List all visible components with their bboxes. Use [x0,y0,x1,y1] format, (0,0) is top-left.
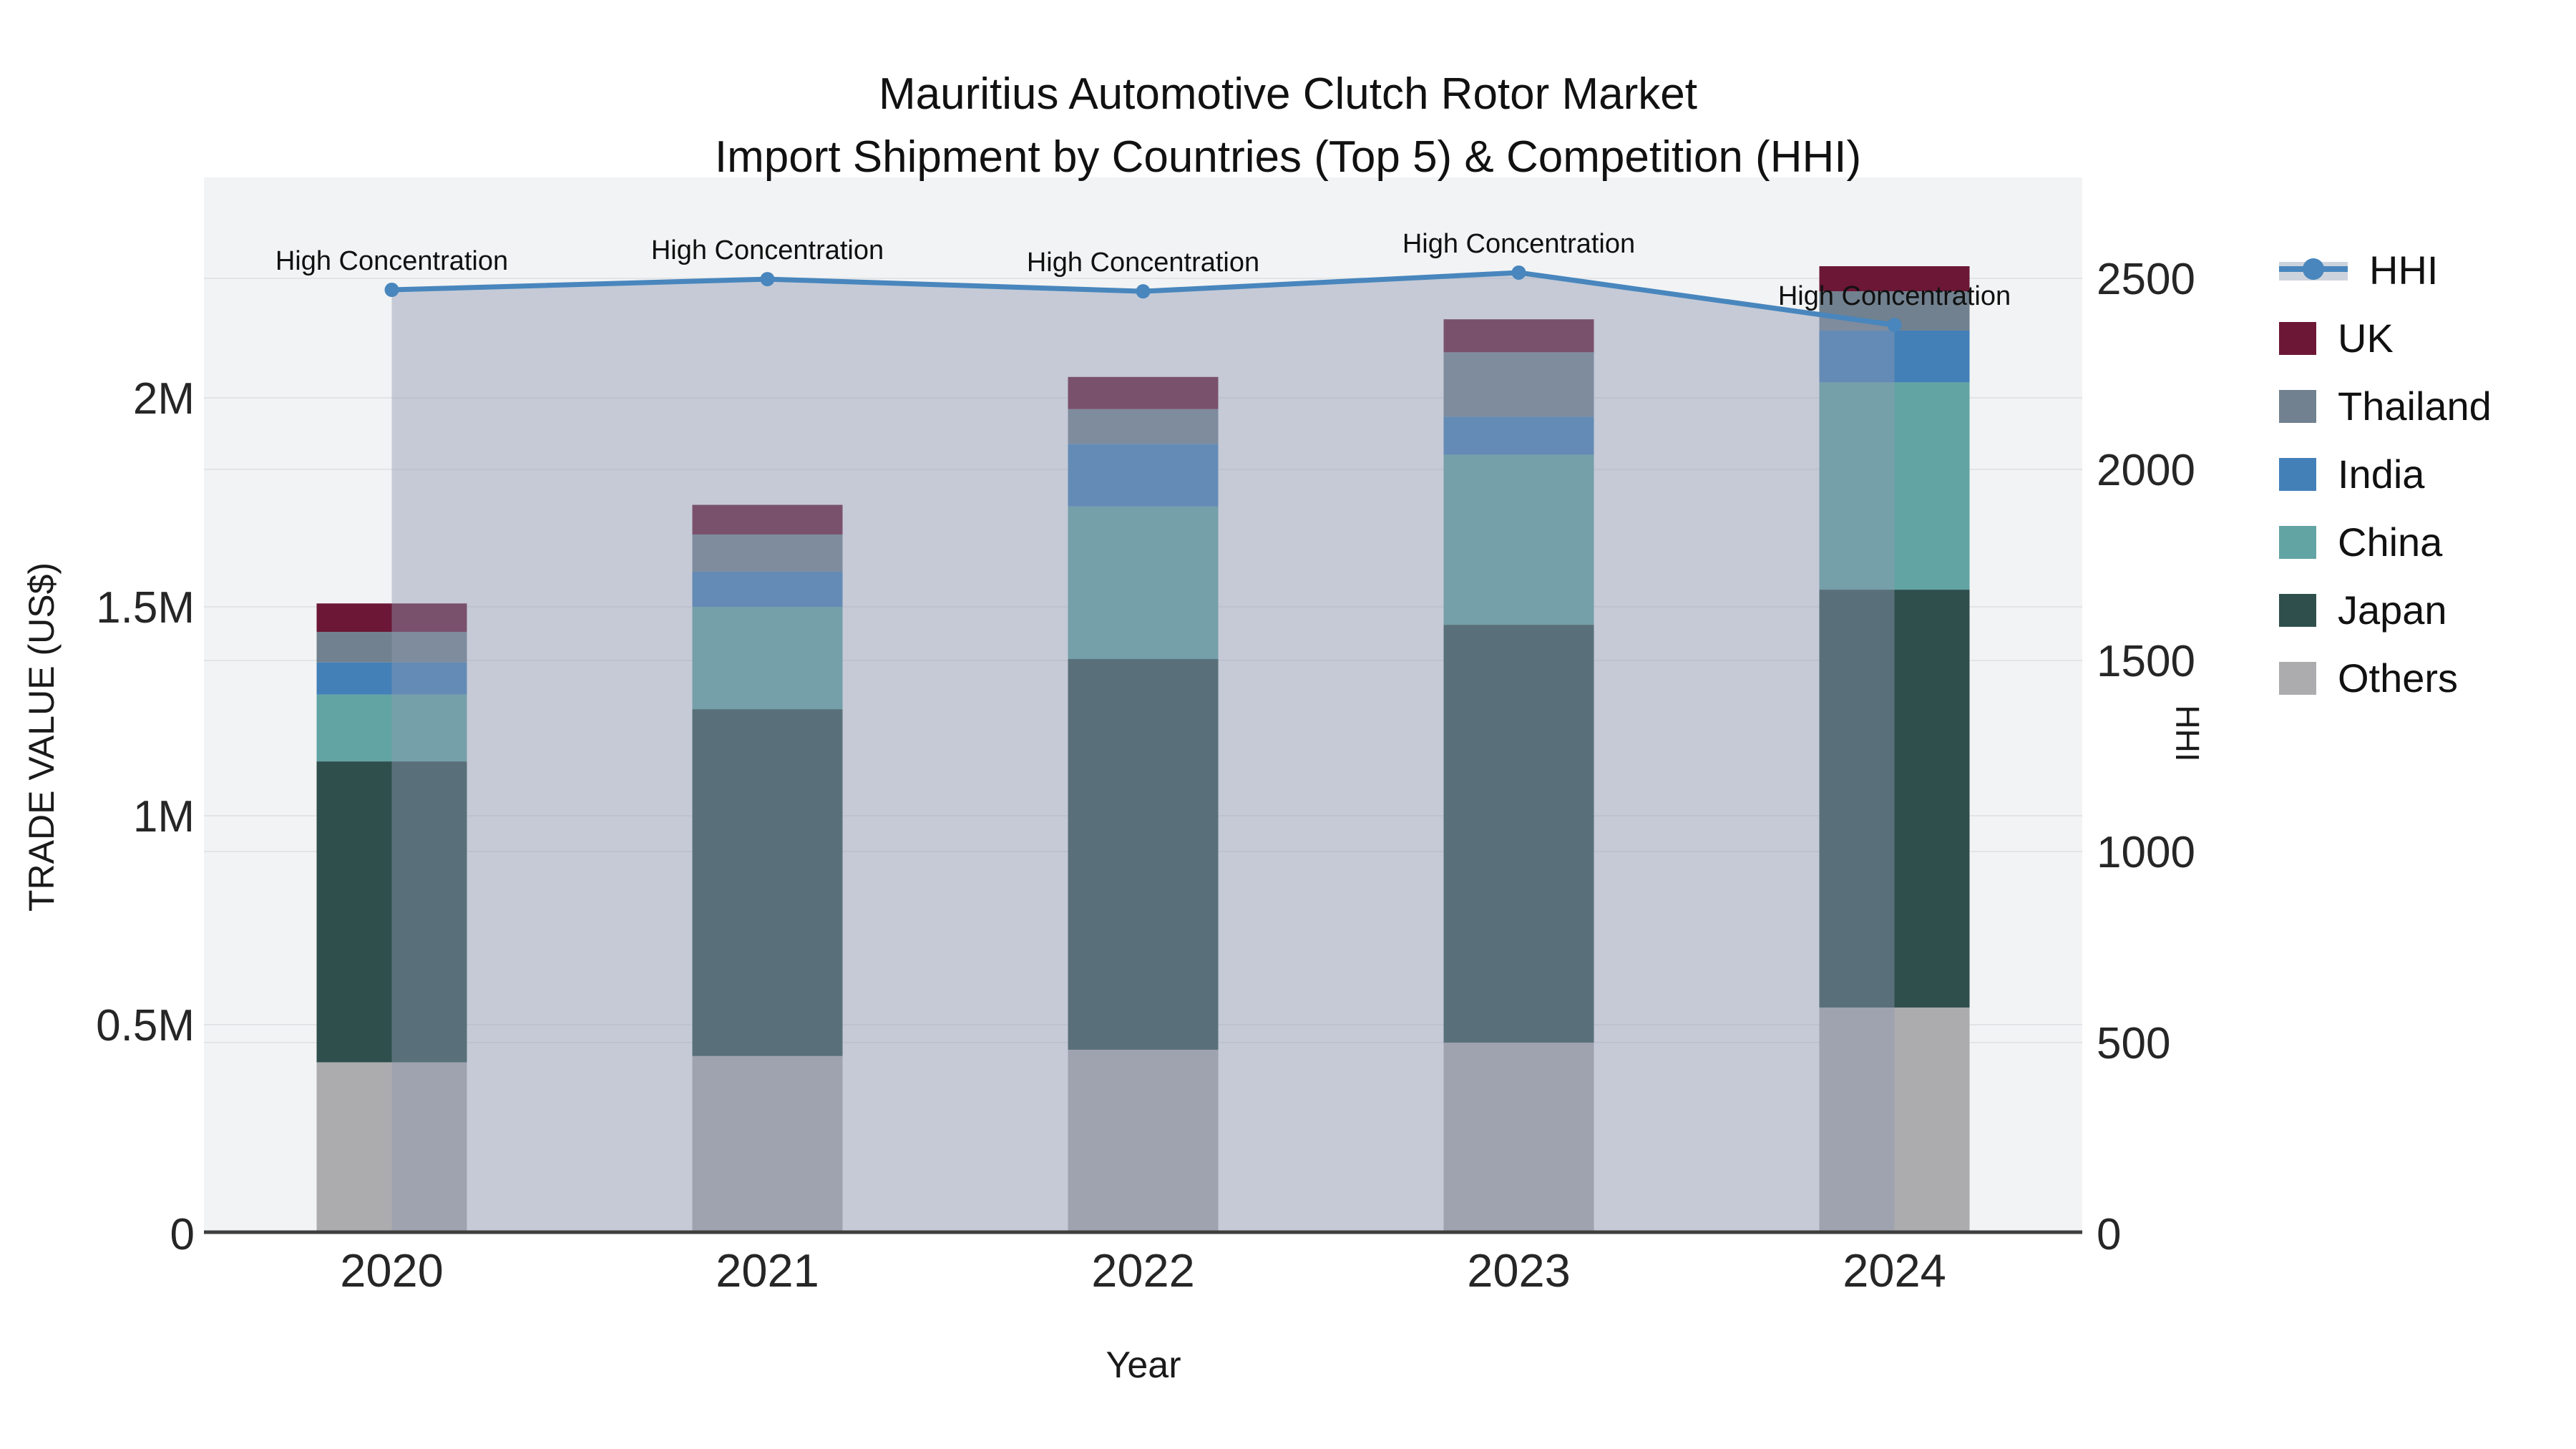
legend-color-swatch [2279,321,2316,355]
bar-segment-uk-2024 [1819,266,1970,292]
legend-item-thailand: Thailand [2279,372,2492,440]
bar-segment-china-2022 [1068,506,1219,659]
bar-segment-india-2023 [1443,416,1594,455]
legend-item-uk: UK [2279,304,2492,372]
bar-segment-others-2021 [692,1055,843,1234]
legend-label: Thailand [2338,384,2492,429]
y-right-tick-label: 500 [2097,1019,2170,1068]
annotation-high-concentration: High Concentration [1402,229,1635,259]
legend-item-india: India [2279,440,2492,508]
bar-segment-others-2024 [1819,1008,1970,1234]
bar-segment-japan-2021 [692,709,843,1056]
hhi-marker-2023 [1511,265,1526,280]
y-left-tick-label: 0.5M [96,1001,195,1050]
bar-segment-china-2020 [316,694,467,762]
legend-item-japan: Japan [2279,576,2492,644]
legend: HHI UK Thailand India China Japan Others [2279,236,2492,712]
bar-segment-thailand-2021 [692,534,843,572]
y-axis-title-right: HHI [2169,705,2206,762]
hhi-marker-2021 [760,272,775,287]
bar-segment-uk-2021 [692,504,843,535]
annotation-high-concentration: High Concentration [1027,248,1259,278]
annotation-high-concentration: High Concentration [275,246,508,276]
chart-title-line1: Mauritius Automotive Clutch Rotor Market [879,69,1697,119]
legend-label: Japan [2338,587,2447,633]
chart-title: Mauritius Automotive Clutch Rotor Market… [715,63,1861,189]
legend-color-swatch [2279,389,2316,423]
bar-segment-thailand-2023 [1443,352,1594,417]
bar-segment-india-2021 [692,571,843,607]
y-right-tick-label: 2500 [2097,255,2195,304]
bar-segment-china-2021 [692,607,843,710]
hhi-marker-2022 [1136,284,1151,299]
x-tick-label: 2024 [1843,1244,1946,1297]
legend-color-swatch [2279,661,2316,695]
legend-color-swatch [2279,457,2316,491]
bar-segment-india-2024 [1819,330,1970,383]
legend-color-swatch [2279,593,2316,627]
bar-segment-japan-2022 [1068,659,1219,1050]
bar-segment-china-2023 [1443,454,1594,625]
bar-segment-others-2020 [316,1062,467,1234]
annotation-high-concentration: High Concentration [1778,281,2011,311]
legend-item-others: Others [2279,644,2492,712]
legend-color-swatch [2279,525,2316,559]
y-left-tick-label: 2M [133,374,195,424]
bar-segment-others-2022 [1068,1050,1219,1234]
legend-label: China [2338,519,2443,565]
y-left-tick-label: 0 [170,1210,195,1259]
bar-segment-japan-2020 [316,761,467,1063]
bar-segment-india-2022 [1068,444,1219,507]
bar-segment-others-2023 [1443,1043,1594,1234]
annotation-high-concentration: High Concentration [651,235,884,265]
legend-item-china: China [2279,508,2492,576]
bar-segment-uk-2022 [1068,376,1219,409]
x-tick-label: 2023 [1467,1244,1571,1297]
x-tick-label: 2020 [340,1244,444,1297]
bar-segment-uk-2023 [1443,319,1594,353]
bar-segment-thailand-2022 [1068,409,1219,444]
legend-label: Others [2338,655,2459,701]
legend-line-swatch-icon [2279,256,2348,285]
x-axis-title: Year [1106,1345,1181,1386]
hhi-area-fill [391,272,1895,1232]
y-right-tick-label: 1000 [2097,828,2195,877]
legend-label: UK [2338,316,2394,361]
bar-segment-uk-2020 [316,603,467,633]
chart-title-line2: Import Shipment by Countries (Top 5) & C… [714,132,1862,182]
hhi-marker-2020 [384,283,399,298]
x-tick-label: 2021 [716,1244,819,1297]
y-axis-title-left: TRADE VALUE (US$) [21,562,62,912]
bar-segment-japan-2024 [1819,590,1970,1008]
x-tick-label: 2022 [1091,1244,1195,1297]
y-left-tick-label: 1M [133,792,195,841]
y-right-tick-label: 0 [2097,1210,2121,1259]
y-right-tick-label: 2000 [2097,446,2195,495]
bar-segment-thailand-2020 [316,632,467,663]
bar-segment-china-2024 [1819,382,1970,590]
legend-label: HHI [2369,248,2439,293]
legend-item-hhi: HHI [2279,236,2492,304]
bar-segment-japan-2023 [1443,625,1594,1043]
legend-label: India [2338,452,2425,497]
y-right-tick-label: 1500 [2097,637,2195,686]
hhi-marker-2024 [1887,318,1902,333]
bar-segment-india-2020 [316,662,467,695]
y-left-tick-label: 1.5M [96,583,195,633]
